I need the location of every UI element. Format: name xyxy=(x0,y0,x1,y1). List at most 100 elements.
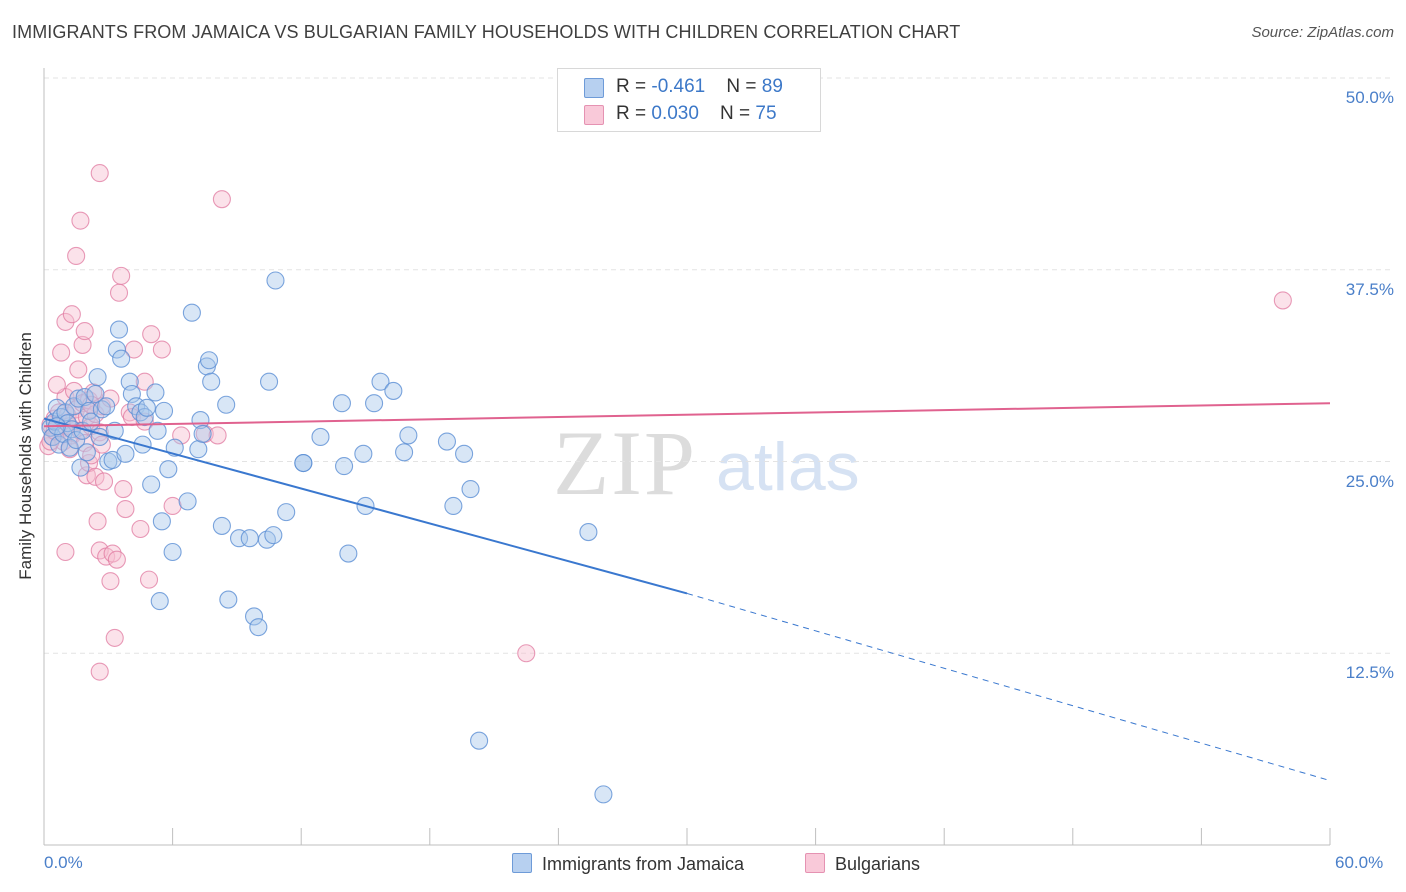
jamaica-point xyxy=(109,320,129,339)
bulgarians-point xyxy=(75,322,94,341)
jamaica-point xyxy=(60,438,79,457)
legend-swatch-blue xyxy=(584,78,604,98)
legend-text-jamaica: R = -0.461 N = 89 xyxy=(616,76,783,97)
jamaica-point xyxy=(90,427,109,447)
jamaica-point xyxy=(182,303,201,322)
bottom-legend-label-jamaica: Immigrants from Jamaica xyxy=(542,854,745,874)
jamaica-point xyxy=(43,427,62,447)
jamaica-point xyxy=(71,458,90,477)
bulgarians-point xyxy=(116,500,135,519)
jamaica-point xyxy=(105,421,124,440)
jamaica-point xyxy=(152,512,171,531)
jamaica-point xyxy=(384,381,403,400)
bulgarians-point xyxy=(107,550,126,569)
bulgarians-point xyxy=(114,480,133,499)
jamaica-point xyxy=(49,435,69,454)
y-tick-label: 25.0% xyxy=(1345,471,1394,491)
bulgarians-point xyxy=(67,246,86,265)
bulgarians-point xyxy=(152,340,171,359)
jamaica-point xyxy=(244,607,264,626)
watermark-zip: ZIP xyxy=(553,412,697,514)
jamaica-point xyxy=(77,443,96,462)
jamaica-point xyxy=(159,460,178,479)
jamaica-point xyxy=(154,401,174,420)
bulgarians-point xyxy=(135,412,154,431)
jamaica-point xyxy=(461,480,480,499)
bulgarians-point xyxy=(112,266,131,285)
jamaica-point xyxy=(219,590,238,609)
jamaica-point xyxy=(217,395,236,414)
jamaica-point xyxy=(112,349,131,368)
jamaica-point xyxy=(199,351,219,370)
jamaica-point xyxy=(148,421,167,440)
jamaica-point xyxy=(163,542,182,562)
bulgarians-point xyxy=(135,372,154,391)
bulgarians-trend-line xyxy=(43,402,1331,428)
jamaica-point xyxy=(137,398,156,417)
jamaica-point xyxy=(371,372,390,391)
bulgarians-point xyxy=(69,360,88,379)
y-tick-label: 12.5% xyxy=(1345,663,1394,683)
grid-lines xyxy=(44,77,1392,654)
jamaica-point xyxy=(470,731,489,750)
bulgarians-point xyxy=(56,542,75,562)
bulgarians-point xyxy=(139,570,159,589)
bulgarians-point xyxy=(1273,291,1292,310)
axes xyxy=(43,68,1331,846)
jamaica-point xyxy=(142,475,161,494)
y-tick-label: 37.5% xyxy=(1345,279,1394,299)
bulgarians-point xyxy=(71,211,90,230)
jamaica-point xyxy=(579,523,598,542)
jamaica-point xyxy=(365,394,384,413)
watermark-atlas: atlas xyxy=(716,429,860,505)
x-tick-label-max: 60.0% xyxy=(1335,853,1384,872)
jamaica-point xyxy=(107,340,126,359)
bulgarians-point xyxy=(131,519,150,539)
jamaica-point xyxy=(455,444,474,463)
jamaica-point xyxy=(189,440,208,459)
jamaica-point xyxy=(399,426,418,445)
jamaica-point xyxy=(67,430,86,450)
bulgarians-point xyxy=(88,512,107,531)
jamaica-point xyxy=(311,427,330,447)
bulgarians-point xyxy=(212,190,231,209)
bulgarians-point xyxy=(92,435,111,454)
jamaica-point xyxy=(354,444,373,463)
jamaica-point xyxy=(257,530,276,549)
x-tick-label-min: 0.0% xyxy=(44,853,83,872)
source-label: Source: ZipAtlas.com xyxy=(1251,24,1394,41)
jamaica-point xyxy=(294,453,313,473)
chart-title: IMMIGRANTS FROM JAMAICA VS BULGARIAN FAM… xyxy=(12,22,961,42)
bottom-legend-bulgarians: Bulgarians xyxy=(805,853,920,875)
bulgarians-point xyxy=(73,335,92,354)
bulgarians-point xyxy=(94,472,114,491)
jamaica-point xyxy=(277,503,296,522)
jamaica-point xyxy=(97,397,116,416)
jamaica-point xyxy=(437,432,456,451)
bottom-legend-swatch-blue xyxy=(512,853,532,873)
bulgarians-point xyxy=(90,164,109,183)
jamaica-point xyxy=(266,271,285,290)
jamaica-point xyxy=(150,592,169,611)
jamaica-point xyxy=(75,388,94,407)
bulgarians-point xyxy=(163,496,182,516)
jamaica-point xyxy=(240,529,259,548)
bulgarians-point xyxy=(109,283,129,302)
bulgarians-point xyxy=(142,325,161,344)
jamaica-point xyxy=(146,383,165,402)
jamaica-point xyxy=(395,443,414,462)
jamaica-point xyxy=(335,457,354,476)
jamaica-point xyxy=(594,785,613,804)
bottom-legend-jamaica: Immigrants from Jamaica xyxy=(512,853,744,875)
jamaica-point xyxy=(229,529,249,548)
legend-swatch-pink xyxy=(584,105,604,125)
jamaica-point xyxy=(88,368,107,387)
bulgarians-point xyxy=(105,628,124,647)
jamaica-trend-line xyxy=(43,417,688,595)
jamaica-point xyxy=(193,424,212,443)
bulgarians-point xyxy=(52,343,71,362)
jamaica-point xyxy=(259,372,279,391)
bulgarians-point xyxy=(56,312,75,331)
jamaica-point xyxy=(116,444,135,463)
